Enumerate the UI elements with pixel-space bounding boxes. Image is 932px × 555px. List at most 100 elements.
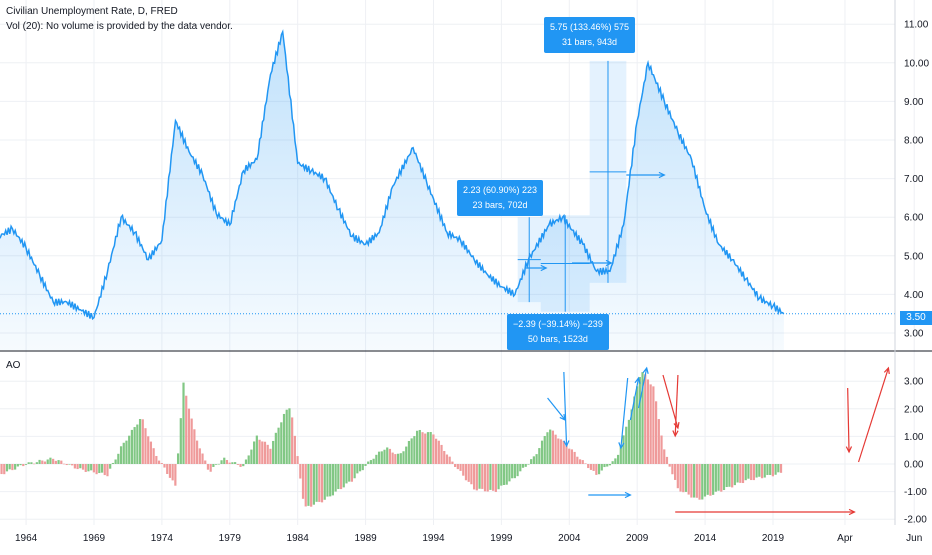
ao-bar [144,428,147,464]
ao-bar [157,460,161,464]
ao-bar [244,459,248,464]
measure-tooltip-2-line2: 50 bars, 1523d [527,334,588,344]
ao-bar [682,464,685,493]
ao-bar [152,448,155,464]
x-tick-label: 1974 [151,533,174,544]
ao-bar [437,440,440,464]
ao-bar [166,464,169,474]
ao-bar [334,464,337,492]
red-arrow [857,367,889,463]
ao-bar [304,464,307,507]
red-arrow-head [845,446,853,454]
blue-arrow-head [540,264,548,272]
ao-bar [747,464,750,479]
y-tick-label: 9.00 [904,97,924,108]
ao-bar [190,418,193,464]
ao-bar [90,464,93,471]
ao-bar [497,464,500,490]
y-tick-label: 3.00 [904,329,924,340]
ao-bar [535,454,538,464]
ao-bar [375,454,378,464]
ao-bar [714,464,717,492]
ao-bar [657,419,660,464]
ao-bar [155,455,158,464]
ao-bar [54,460,57,464]
ao-bar [100,464,104,473]
ao-bar [426,432,430,464]
ao-bar [258,439,261,464]
ao-bar [717,464,720,491]
ao-bar [573,451,576,464]
y-tick-label: 4.00 [904,290,924,301]
ao-bar [147,436,150,464]
ao-bar [92,464,95,473]
ao-bar [722,464,726,491]
ao-bar [234,462,237,464]
ao-bar [318,464,321,502]
ao-bar [521,464,525,468]
ao-bar [109,464,112,469]
grid-layer [0,0,915,525]
ao-bar [348,464,351,482]
ao-bar [429,431,432,464]
ao-bar [253,441,256,464]
ao-bar [752,464,755,481]
ao-bar [663,449,666,464]
ao-bar [30,462,33,464]
ao-bar [597,464,601,475]
ao-bar [293,435,296,464]
ao-bar [73,464,76,469]
ao-bar [462,464,465,476]
y-tick-label: 6.00 [904,213,924,224]
ao-bar [266,444,269,464]
ao-bar [193,429,196,464]
ao-bar [413,436,416,464]
ao-bar [383,449,386,464]
x-tick-label: 1989 [354,533,377,544]
ao-bar [701,464,704,500]
ao-bar [46,459,49,464]
x-tick-label: 2009 [626,533,649,544]
ao-bar [136,424,139,464]
ao-bar [212,464,215,467]
ao-bar [774,464,777,475]
ao-bar [3,464,6,475]
ao-bar [589,464,593,470]
ao-bar [538,448,541,464]
ao-bar [215,464,218,465]
ao-bar [209,464,212,472]
y-tick-label: 7.00 [904,174,924,185]
ao-bar [733,464,736,486]
ao-bar [635,386,639,464]
blue-arrow [547,397,566,421]
ao-bar [280,422,283,464]
ao-bar [35,462,38,464]
ao-bar [627,419,631,464]
ao-bar [679,464,682,492]
ao-bar [684,464,688,492]
ao-bar [141,419,144,464]
price-line [0,29,785,321]
ao-bar [668,464,671,467]
ao-bar [24,464,28,465]
ao-bar [388,448,392,464]
ao-bar [307,464,310,506]
ao-bar [168,464,172,478]
ao-bar [133,427,136,464]
ao-bar [391,452,394,464]
ao-bar [187,408,191,464]
ao-bar [337,464,340,490]
ao-bar [565,445,568,464]
ao-bar [443,450,446,464]
ao-bar [576,456,579,464]
ao-bar [728,464,731,487]
ao-bar [706,464,709,495]
ao-bar [559,439,563,464]
ao-bar [551,430,554,464]
ao-bar [769,464,772,475]
measure-tooltip-3-line2: 31 bars, 943d [562,37,618,47]
ao-bar [744,464,747,481]
ao-bar [263,441,267,464]
ao-bar [111,462,114,464]
